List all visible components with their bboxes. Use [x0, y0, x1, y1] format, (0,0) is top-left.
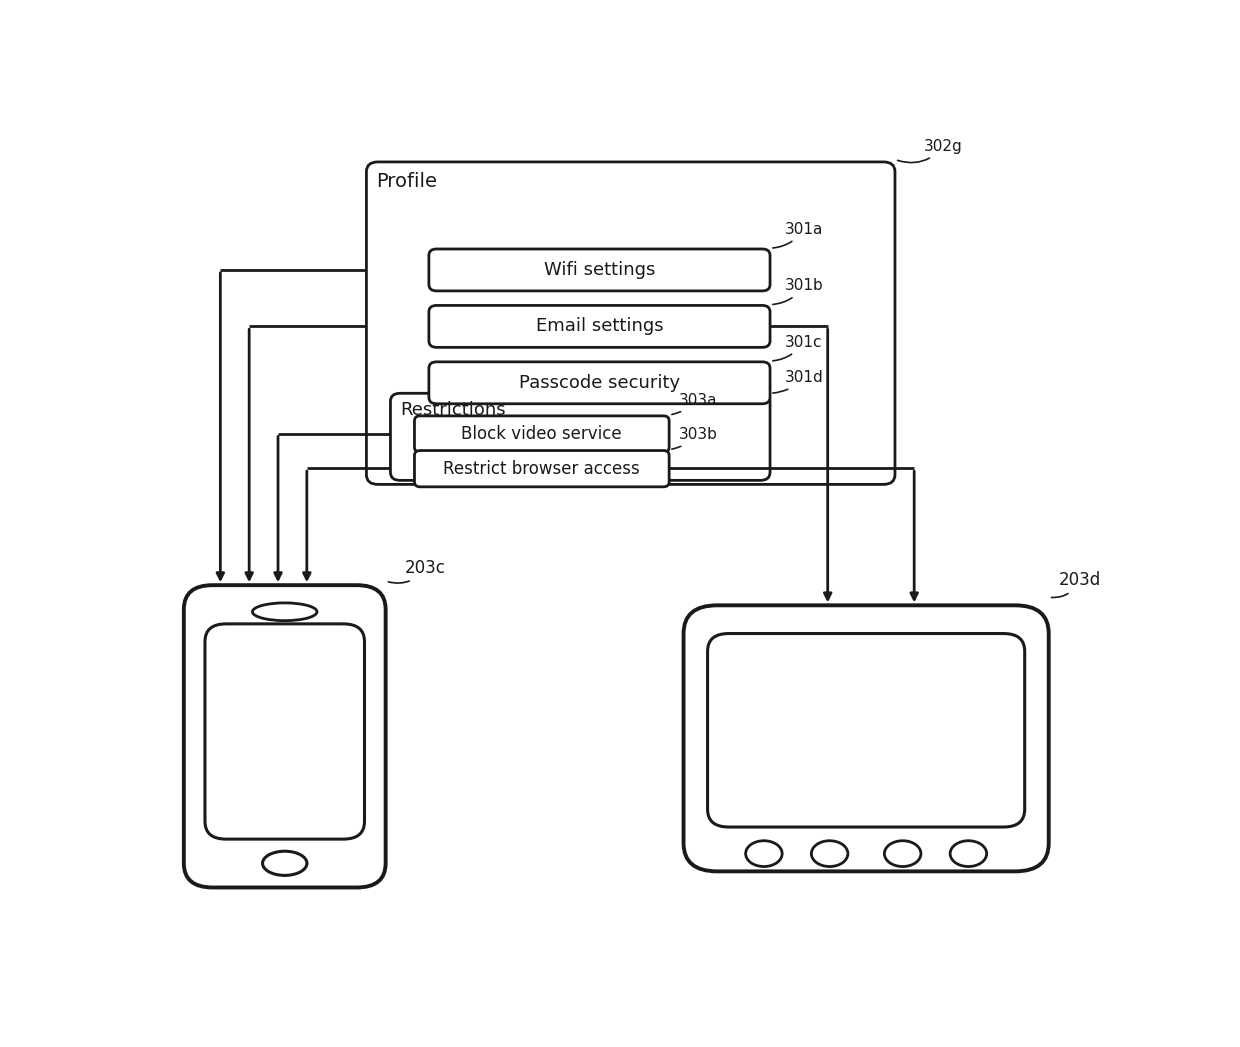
FancyBboxPatch shape — [184, 585, 386, 888]
FancyBboxPatch shape — [429, 306, 770, 348]
Text: Wifi settings: Wifi settings — [544, 261, 655, 279]
Ellipse shape — [884, 841, 921, 867]
Text: 303a: 303a — [672, 393, 717, 415]
Ellipse shape — [263, 851, 308, 875]
FancyBboxPatch shape — [683, 605, 1049, 871]
Text: 303b: 303b — [672, 427, 718, 449]
Text: 301b: 301b — [773, 279, 823, 305]
Text: 301c: 301c — [773, 335, 822, 361]
FancyBboxPatch shape — [429, 249, 770, 291]
FancyBboxPatch shape — [205, 624, 365, 839]
Ellipse shape — [253, 603, 317, 621]
Text: 203c: 203c — [388, 559, 445, 583]
Ellipse shape — [950, 841, 987, 867]
Text: Passcode security: Passcode security — [518, 374, 680, 392]
FancyBboxPatch shape — [414, 450, 670, 487]
FancyBboxPatch shape — [391, 394, 770, 481]
FancyBboxPatch shape — [367, 162, 895, 485]
Ellipse shape — [745, 841, 782, 867]
Text: Block video service: Block video service — [461, 425, 622, 443]
FancyBboxPatch shape — [708, 633, 1024, 827]
Text: Profile: Profile — [376, 172, 436, 191]
Text: 301d: 301d — [773, 371, 823, 393]
FancyBboxPatch shape — [429, 362, 770, 404]
Text: 302g: 302g — [898, 139, 962, 162]
Text: Restrictions: Restrictions — [401, 401, 506, 420]
Text: 301a: 301a — [773, 222, 823, 248]
FancyBboxPatch shape — [414, 416, 670, 452]
Text: Restrict browser access: Restrict browser access — [444, 460, 640, 477]
Ellipse shape — [811, 841, 848, 867]
Text: Email settings: Email settings — [536, 317, 663, 335]
Text: 203d: 203d — [1052, 572, 1101, 598]
